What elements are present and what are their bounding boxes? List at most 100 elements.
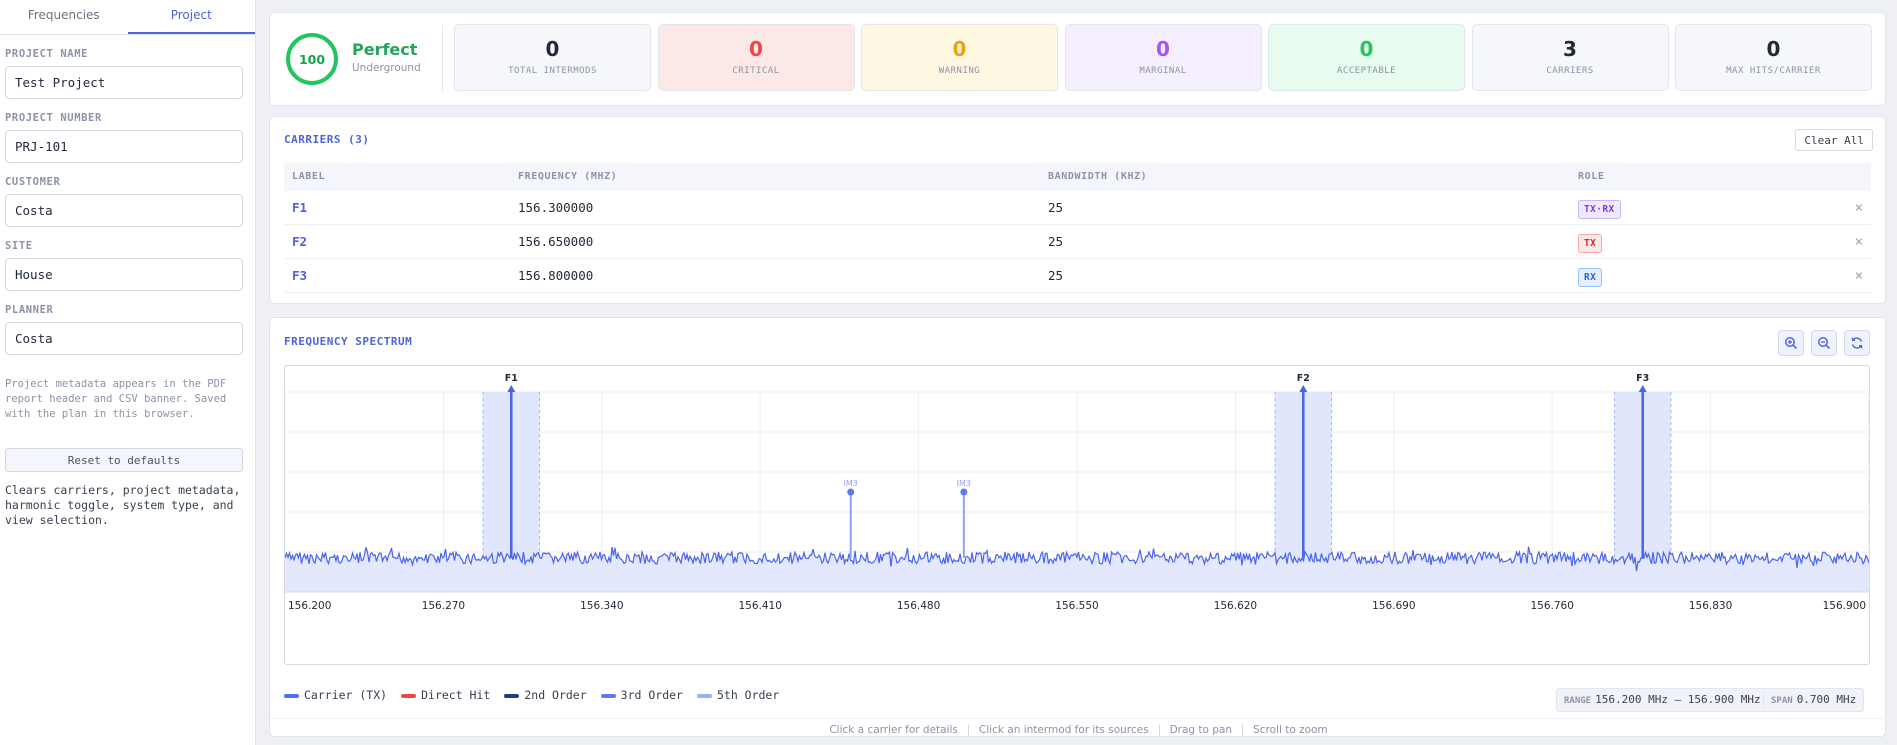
role-badge[interactable]: TX·RX — [1578, 200, 1621, 219]
spectrum-svg[interactable]: IM3 IM3 F1 F2 F3 156.200 156.270 156.340 156.410… — [284, 366, 1870, 664]
hint-zoom: Scroll to zoom — [1242, 724, 1338, 736]
zoom-in-icon[interactable] — [1778, 330, 1804, 356]
carrier-bandwidth: 25 — [1048, 234, 1064, 249]
carrier-bandwidth: 25 — [1048, 268, 1064, 283]
carrier-row[interactable]: F2 156.650000 25 TX × — [284, 225, 1871, 259]
carrier-role-cell: RX — [1578, 259, 1603, 293]
metadata-hint: Project metadata appears in the PDF repo… — [5, 378, 227, 420]
carrier-role-cell: TX — [1578, 225, 1603, 259]
legend-label: Carrier (TX) — [304, 688, 388, 702]
stat-label: TOTAL INTERMODS — [508, 66, 597, 76]
score-subtitle: Underground — [352, 62, 421, 74]
hint-intermod: Click an intermod for its sources — [967, 724, 1159, 736]
carrier-marker-label: F1 — [505, 373, 518, 384]
reset-defaults-button[interactable]: Reset to defaults — [5, 448, 243, 472]
carrier-bandwidth: 25 — [1048, 200, 1064, 215]
sidebar: Frequencies Project PROJECT NAME PROJECT… — [0, 0, 256, 745]
col-bandwidth: BANDWIDTH (KHZ) — [1048, 171, 1148, 182]
tab-frequencies[interactable]: Frequencies — [27, 8, 100, 22]
stat-label: MAX HITS/CARRIER — [1726, 66, 1821, 76]
carrier-arrow — [1299, 385, 1308, 392]
stat-card: 3 CARRIERS — [1471, 24, 1669, 91]
stat-value: 0 — [1766, 37, 1781, 61]
carrier-row[interactable]: F3 156.800000 25 RX × — [284, 259, 1871, 293]
score-title: Perfect — [352, 40, 418, 59]
role-badge[interactable]: TX — [1578, 234, 1603, 253]
span-key: SPAN — [1771, 696, 1793, 706]
range-value: 156.200 MHz – 156.900 MHz — [1595, 693, 1761, 706]
project-number-input[interactable] — [5, 130, 243, 163]
spectrum-plot[interactable]: IM3 IM3 F1 F2 F3 156.200 156.270 156.340 156.410… — [284, 365, 1870, 665]
remove-carrier-icon[interactable]: × — [1854, 234, 1863, 250]
stat-value: 0 — [749, 37, 763, 61]
hint-carrier: Click a carrier for details — [829, 724, 958, 736]
summary-divider — [442, 25, 443, 91]
remove-carrier-icon[interactable]: × — [1854, 268, 1863, 284]
legend-swatch — [504, 693, 520, 698]
intermod-dot — [960, 488, 968, 496]
legend-swatch — [696, 693, 712, 698]
x-tick-label: 156.900 — [1823, 600, 1866, 612]
range-pill: RANGE 156.200 MHz – 156.900 MHz — [1556, 688, 1769, 712]
carriers-title: CARRIERS (3) — [284, 133, 370, 146]
site-input[interactable] — [5, 258, 243, 291]
intermod-label: IM3 — [957, 479, 971, 488]
stat-value: 0 — [1359, 37, 1374, 61]
project-number-label: PROJECT NUMBER — [5, 112, 102, 124]
hints-divider — [270, 718, 1887, 719]
reset-view-icon[interactable] — [1844, 330, 1870, 356]
remove-carrier-icon[interactable]: × — [1854, 200, 1863, 216]
carrier-label: F1 — [292, 200, 308, 215]
range-key: RANGE — [1564, 696, 1592, 706]
x-tick-label: 156.550 — [1055, 600, 1098, 612]
carrier-marker-label: F2 — [1297, 373, 1310, 384]
carrier-role-cell: TX·RX — [1578, 191, 1621, 225]
score-value: 100 — [298, 51, 326, 67]
carrier-label: F2 — [292, 234, 308, 249]
zoom-out-icon[interactable] — [1811, 330, 1837, 356]
col-label: LABEL — [292, 171, 326, 182]
planner-input[interactable] — [5, 322, 243, 355]
legend-swatch — [284, 693, 299, 698]
noise-fill — [285, 546, 1869, 592]
tab-project[interactable]: Project — [127, 0, 255, 34]
carrier-marker-label: F3 — [1636, 373, 1649, 384]
col-frequency: FREQUENCY (MHZ) — [518, 171, 618, 182]
legend-item: Direct Hit — [401, 688, 490, 702]
stat-value: 3 — [1563, 37, 1577, 61]
stat-card: 0 TOTAL INTERMODS — [454, 24, 651, 91]
stat-card: 0 MARGINAL — [1064, 24, 1262, 91]
project-name-input[interactable] — [5, 66, 243, 99]
stat-value: 0 — [952, 37, 967, 61]
x-tick-label: 156.690 — [1372, 600, 1415, 612]
stat-label: ACCEPTABLE — [1336, 66, 1397, 76]
stat-label: MARGINAL — [1139, 66, 1187, 76]
score-ring: 100 — [286, 33, 338, 85]
carrier-row[interactable]: F1 156.300000 25 TX·RX × — [284, 191, 1871, 225]
x-tick-label: 156.200 — [288, 600, 331, 612]
spectrum-legend: Carrier (TX) Direct Hit 2nd Order 3rd Order… — [284, 688, 793, 702]
customer-input[interactable] — [5, 194, 243, 227]
carrier-arrow — [507, 385, 516, 392]
col-role: ROLE — [1578, 171, 1605, 182]
stat-label: CRITICAL — [732, 66, 780, 76]
legend-swatch — [600, 693, 616, 698]
legend-label: Direct Hit — [421, 688, 491, 702]
stat-card: 0 CRITICAL — [657, 24, 855, 91]
interaction-hints: Click a carrier for details Click an inte… — [270, 724, 1887, 736]
carrier-arrow — [1638, 385, 1647, 392]
clear-all-button[interactable]: Clear All — [1795, 129, 1873, 151]
x-tick-label: 156.480 — [897, 600, 940, 612]
spectrum-card: FREQUENCY SPECTRUM IM3 IM3 F1 F2 F3 156.200 15… — [269, 317, 1887, 737]
stat-value: 0 — [1156, 37, 1170, 61]
role-badge[interactable]: RX — [1578, 268, 1603, 287]
stat-card: 0 ACCEPTABLE — [1268, 24, 1465, 91]
span-pill: SPAN 0.700 MHz — [1763, 688, 1865, 712]
reset-note: Clears carriers, project metadata, harmo… — [5, 483, 241, 527]
spectrum-title: FREQUENCY SPECTRUM — [284, 335, 413, 348]
carrier-frequency: 156.650000 — [518, 234, 594, 249]
intermod-dot — [847, 488, 855, 496]
stat-label: WARNING — [938, 66, 981, 76]
x-tick-label: 156.760 — [1530, 600, 1573, 612]
